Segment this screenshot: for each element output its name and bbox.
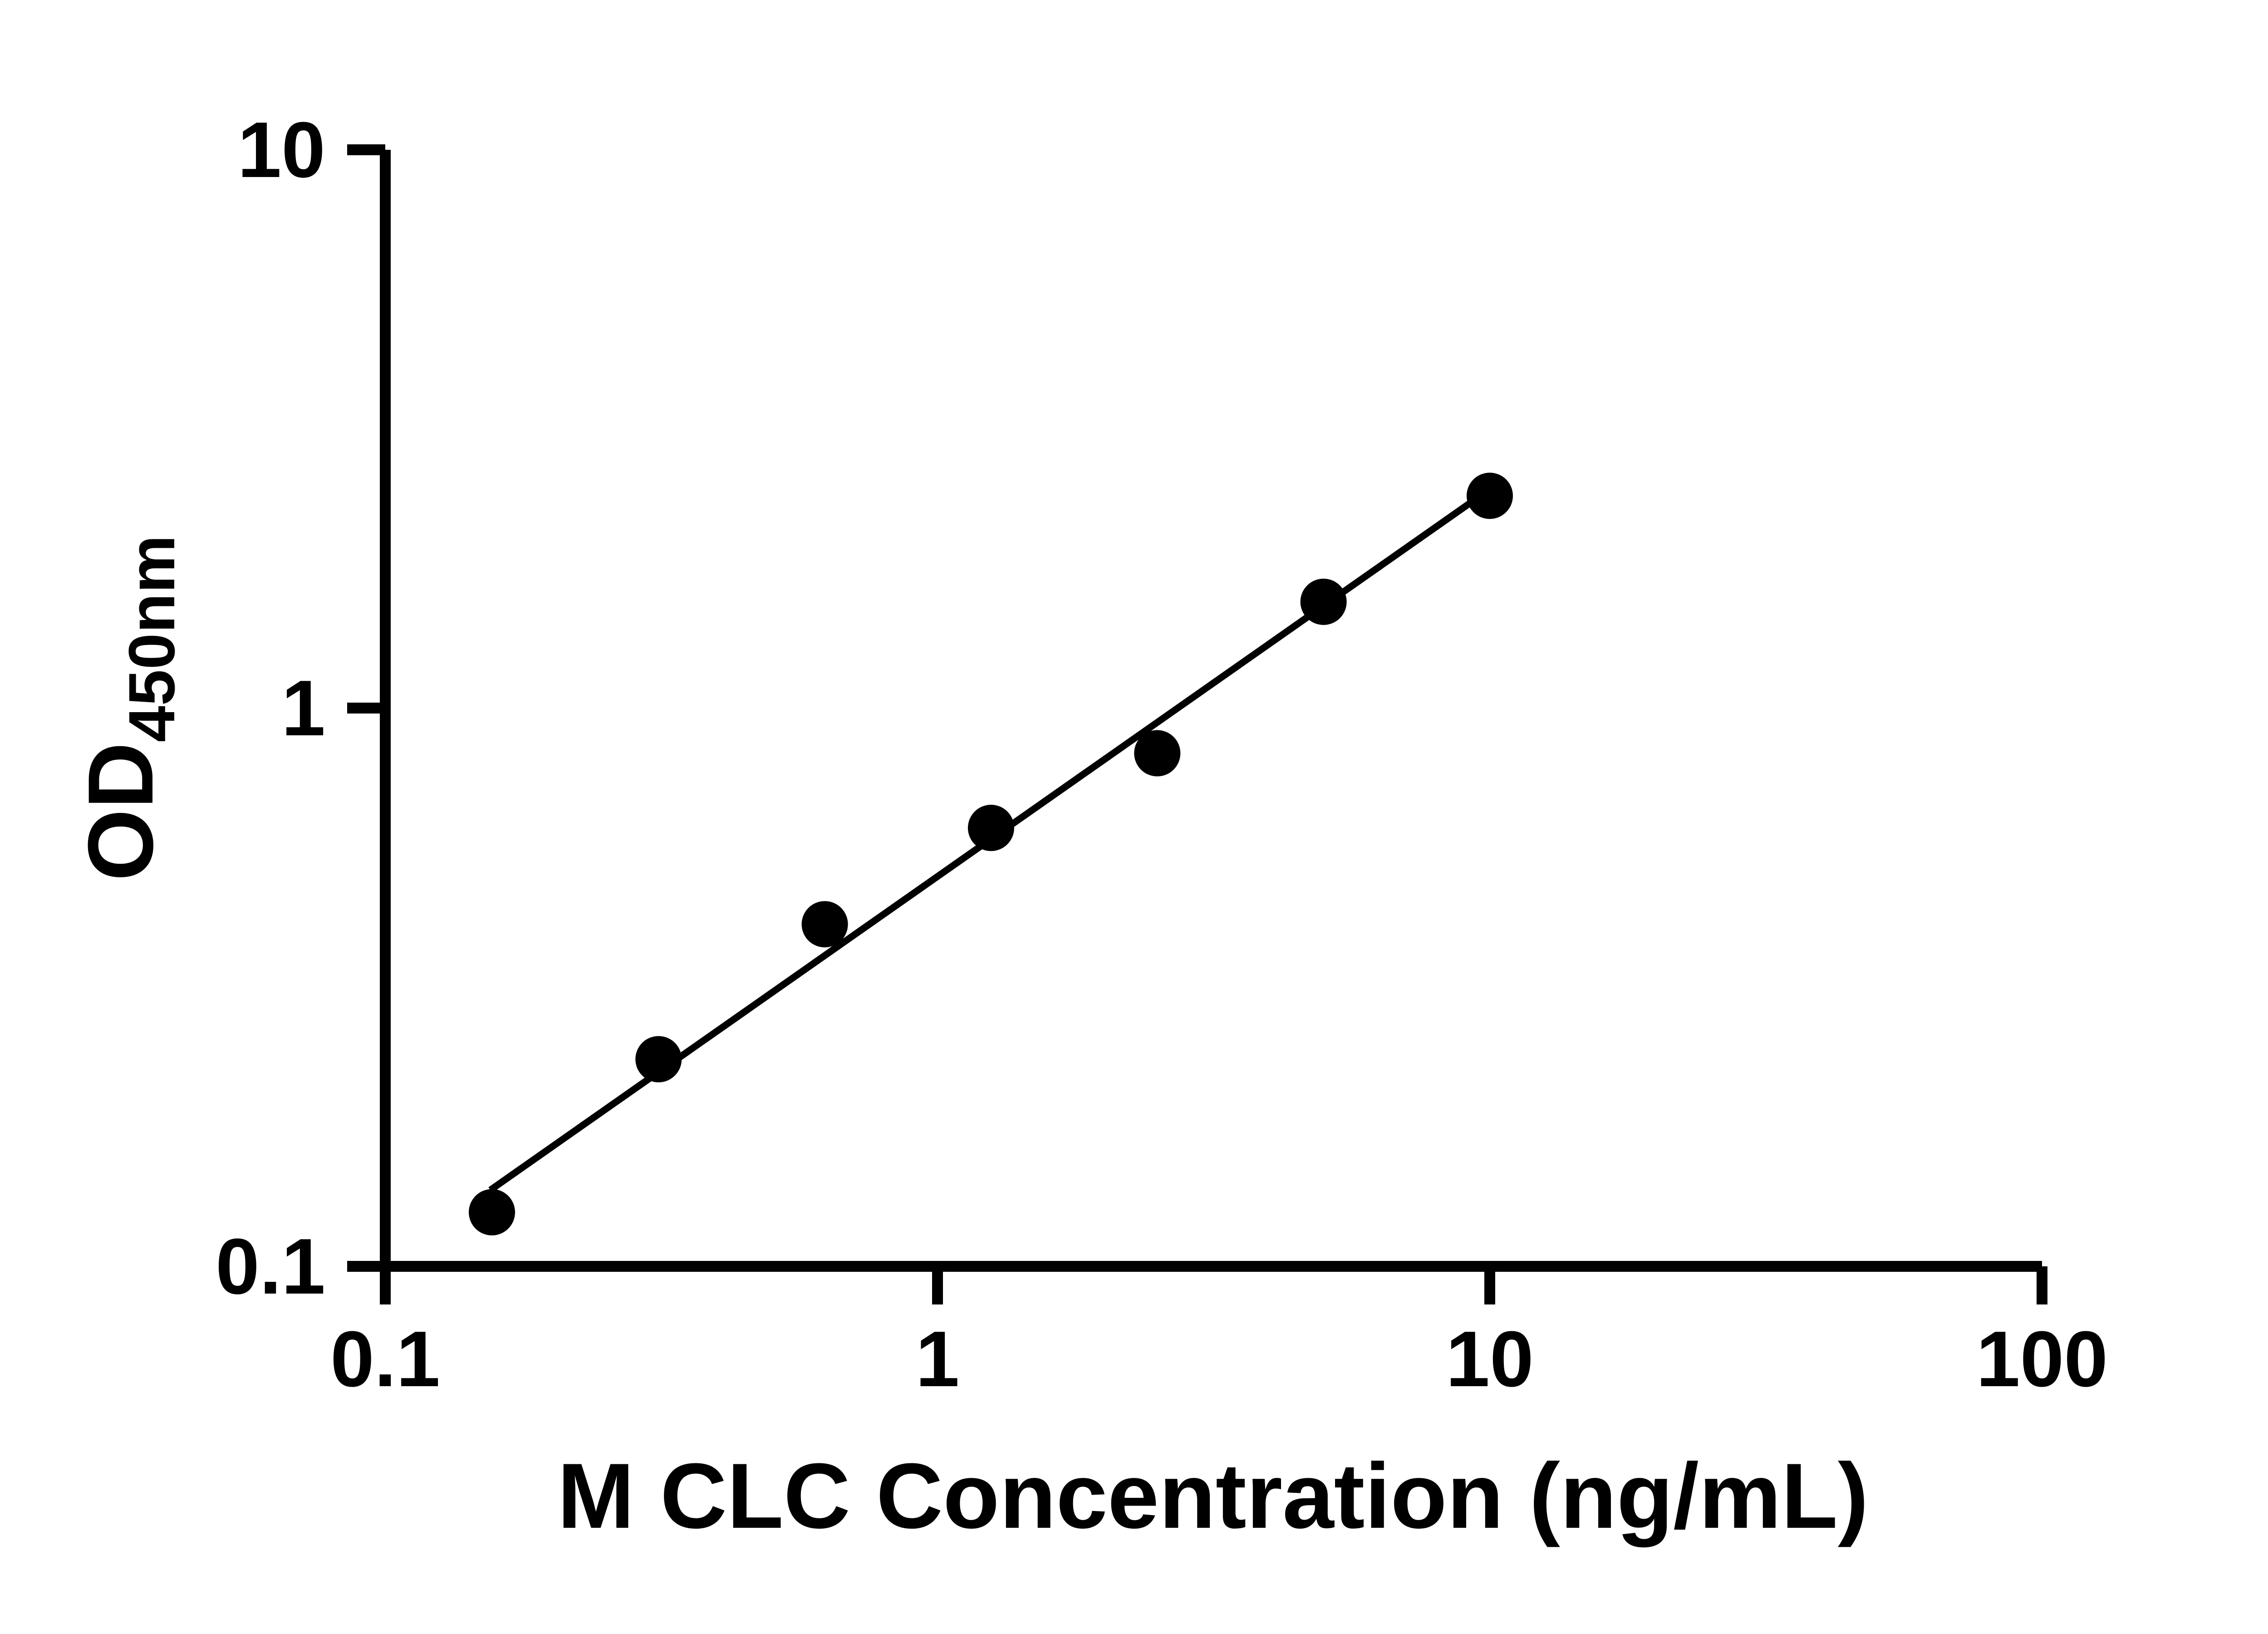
axis-ticks — [347, 144, 2047, 1304]
data-point — [801, 901, 848, 948]
x-tick-label: 0.1 — [330, 1314, 440, 1403]
y-axis-label-subscript: 450nm — [115, 535, 188, 742]
axes — [380, 150, 2042, 1272]
data-series — [469, 472, 1513, 1235]
tick-labels: 0.1 1 10 100 0.1 1 10 — [216, 105, 2108, 1403]
data-point — [1467, 472, 1513, 519]
x-tick-label: 10 — [1446, 1314, 1534, 1403]
data-point — [635, 1036, 682, 1083]
y-axis-label-main: OD — [69, 742, 172, 881]
data-point — [469, 1189, 515, 1235]
x-axis-label: M CLC Concentration (ng/mL) — [557, 1444, 1869, 1548]
x-tick-label: 100 — [1976, 1314, 2108, 1403]
data-point — [1134, 730, 1181, 777]
y-tick-label: 1 — [281, 664, 325, 752]
y-tick-label: 0.1 — [216, 1222, 325, 1310]
data-point — [1300, 578, 1347, 625]
y-tick-label: 10 — [237, 105, 325, 194]
x-tick-label: 1 — [916, 1314, 960, 1403]
data-point — [967, 805, 1014, 851]
y-axis-label: OD450nm — [69, 535, 188, 881]
